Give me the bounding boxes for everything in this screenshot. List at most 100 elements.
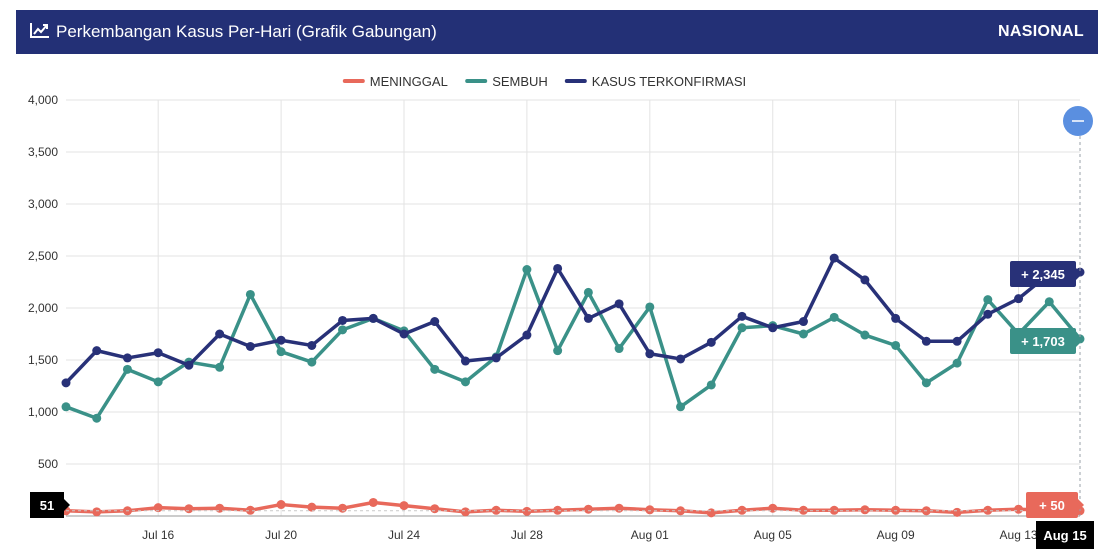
data-point[interactable] — [983, 505, 993, 515]
data-point[interactable] — [307, 340, 317, 350]
data-point[interactable] — [614, 503, 624, 513]
y-tick-label: 2,500 — [28, 249, 58, 263]
data-point[interactable] — [307, 502, 317, 512]
data-point[interactable] — [122, 353, 132, 363]
data-point[interactable] — [276, 500, 286, 510]
data-point[interactable] — [860, 275, 870, 285]
data-point[interactable] — [891, 313, 901, 323]
data-point[interactable] — [153, 377, 163, 387]
data-point[interactable] — [92, 346, 102, 356]
value-tag-label: + 2,345 — [1021, 267, 1065, 282]
data-point[interactable] — [983, 295, 993, 305]
value-tag-bg — [1026, 492, 1078, 518]
data-point[interactable] — [276, 335, 286, 345]
data-point[interactable] — [1014, 504, 1024, 514]
data-point[interactable] — [553, 505, 563, 515]
data-point[interactable] — [860, 505, 870, 515]
data-point[interactable] — [215, 329, 225, 339]
data-point[interactable] — [1044, 297, 1054, 307]
data-point[interactable] — [399, 329, 409, 339]
data-point[interactable] — [798, 505, 808, 515]
data-point[interactable] — [583, 287, 593, 297]
data-point[interactable] — [338, 503, 348, 513]
data-point[interactable] — [553, 263, 563, 273]
data-point[interactable] — [645, 349, 655, 359]
data-point[interactable] — [368, 313, 378, 323]
data-point[interactable] — [614, 299, 624, 309]
data-point[interactable] — [430, 317, 440, 327]
data-point[interactable] — [522, 265, 532, 275]
data-point[interactable] — [737, 505, 747, 515]
data-point[interactable] — [430, 364, 440, 374]
data-point[interactable] — [921, 378, 931, 388]
data-point[interactable] — [460, 507, 470, 517]
data-point[interactable] — [215, 362, 225, 372]
x-tick-highlight: Aug 15 — [1036, 521, 1094, 549]
data-point[interactable] — [798, 317, 808, 327]
data-point[interactable] — [215, 503, 225, 513]
data-point[interactable] — [614, 344, 624, 354]
x-tick-label: Aug 05 — [754, 528, 792, 542]
data-point[interactable] — [706, 337, 716, 347]
data-point[interactable] — [676, 402, 686, 412]
data-point[interactable] — [645, 302, 655, 312]
data-point[interactable] — [1014, 294, 1024, 304]
data-point[interactable] — [921, 336, 931, 346]
data-point[interactable] — [583, 504, 593, 514]
data-point[interactable] — [307, 357, 317, 367]
data-point[interactable] — [583, 313, 593, 323]
data-point[interactable] — [61, 378, 71, 388]
data-point[interactable] — [491, 505, 501, 515]
data-point[interactable] — [829, 312, 839, 322]
data-point[interactable] — [768, 503, 778, 513]
data-point[interactable] — [92, 507, 102, 517]
data-point[interactable] — [829, 253, 839, 263]
legend-item[interactable]: KASUS TERKONFIRMASI — [564, 74, 746, 89]
data-point[interactable] — [768, 323, 778, 333]
data-point[interactable] — [368, 497, 378, 507]
data-point[interactable] — [460, 377, 470, 387]
data-point[interactable] — [553, 346, 563, 356]
data-point[interactable] — [338, 325, 348, 335]
data-point[interactable] — [522, 506, 532, 516]
data-point[interactable] — [737, 311, 747, 321]
data-point[interactable] — [460, 356, 470, 366]
data-point[interactable] — [645, 505, 655, 515]
data-point[interactable] — [860, 330, 870, 340]
data-point[interactable] — [184, 360, 194, 370]
scope-label[interactable]: NASIONAL — [998, 23, 1084, 40]
data-point[interactable] — [952, 507, 962, 517]
data-point[interactable] — [706, 508, 716, 518]
data-point[interactable] — [676, 354, 686, 364]
grid-layer — [66, 99, 1080, 516]
data-point[interactable] — [491, 353, 501, 363]
legend-item[interactable]: MENINGGAL — [342, 74, 448, 89]
legend-item[interactable]: SEMBUH — [465, 74, 548, 89]
data-point[interactable] — [798, 329, 808, 339]
data-point[interactable] — [245, 505, 255, 515]
data-point[interactable] — [122, 364, 132, 374]
y-readout-label: 51 — [40, 498, 54, 513]
series-meninggal — [61, 497, 1085, 518]
data-point[interactable] — [92, 413, 102, 423]
data-point[interactable] — [276, 347, 286, 357]
data-point[interactable] — [61, 402, 71, 412]
data-point[interactable] — [952, 336, 962, 346]
data-point[interactable] — [153, 503, 163, 513]
data-point[interactable] — [430, 504, 440, 514]
data-point[interactable] — [952, 358, 962, 368]
crosshair-handle-button[interactable] — [1063, 106, 1093, 136]
data-point[interactable] — [983, 309, 993, 319]
data-point[interactable] — [184, 504, 194, 514]
data-point[interactable] — [399, 501, 409, 511]
data-point[interactable] — [891, 340, 901, 350]
data-point[interactable] — [245, 341, 255, 351]
data-point[interactable] — [706, 380, 716, 390]
legend[interactable]: MENINGGAL SEMBUH KASUS TERKONFIRMASI — [342, 74, 746, 89]
data-point[interactable] — [737, 323, 747, 333]
data-point[interactable] — [153, 348, 163, 358]
data-point[interactable] — [522, 330, 532, 340]
y-readout: 51 — [30, 492, 70, 518]
data-point[interactable] — [245, 289, 255, 299]
data-point[interactable] — [338, 315, 348, 325]
